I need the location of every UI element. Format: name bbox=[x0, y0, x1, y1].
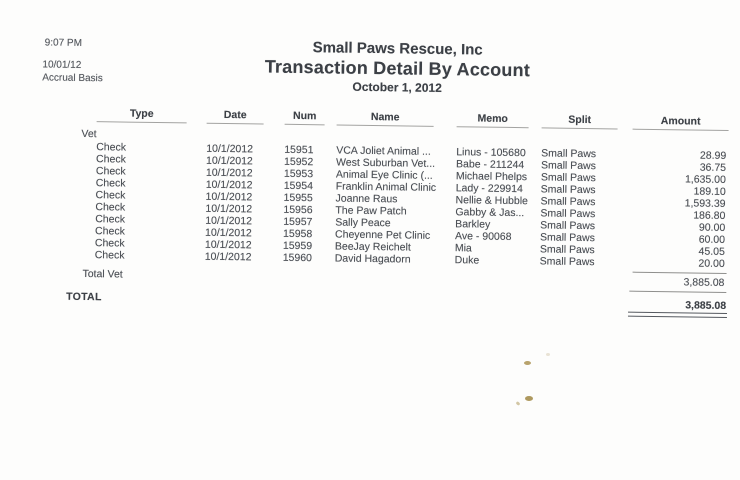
transaction-rows: Check 10/1/2012 15951 VCA Joliet Animal … bbox=[0, 140, 740, 270]
column-header-amount: Amount bbox=[632, 114, 729, 131]
grand-total-double-underline bbox=[627, 311, 728, 318]
cell-num: 15954 bbox=[283, 179, 314, 193]
cell-split: Small Paws bbox=[539, 255, 595, 269]
report-heading: Small Paws Rescue, Inc Transaction Detai… bbox=[58, 0, 738, 95]
column-header-num: Num bbox=[284, 109, 325, 126]
section-total-amount: 3,885.08 bbox=[683, 276, 725, 289]
section-total-label: Total Vet bbox=[82, 267, 123, 281]
cell-num: 15955 bbox=[283, 191, 313, 205]
cell-num: 15960 bbox=[282, 251, 313, 265]
cell-memo: Duke bbox=[454, 254, 480, 267]
section-total-rule bbox=[632, 271, 727, 274]
column-header-date: Date bbox=[206, 108, 264, 125]
cell-num: 15956 bbox=[283, 203, 313, 217]
column-header-name: Name bbox=[336, 110, 434, 127]
grand-total-label: TOTAL bbox=[66, 290, 102, 304]
cell-date: 10/1/2012 bbox=[204, 238, 252, 252]
cell-date: 10/1/2012 bbox=[205, 190, 253, 204]
cell-num: 15957 bbox=[283, 215, 313, 229]
cell-date: 10/1/2012 bbox=[205, 166, 253, 180]
cell-date: 10/1/2012 bbox=[206, 142, 254, 156]
cell-num: 15953 bbox=[283, 167, 314, 181]
row-indent bbox=[0, 248, 95, 261]
cell-date: 10/1/2012 bbox=[205, 226, 252, 240]
cell-num: 15958 bbox=[282, 227, 313, 241]
column-header-split: Split bbox=[541, 113, 618, 130]
cell-date: 10/1/2012 bbox=[205, 202, 253, 216]
cell-type: Check bbox=[94, 249, 125, 262]
cell-date: 10/1/2012 bbox=[206, 154, 253, 168]
scan-stain-speck bbox=[525, 396, 533, 401]
cell-date: 10/1/2012 bbox=[205, 214, 253, 228]
cell-amount: 20.00 bbox=[698, 257, 725, 270]
cell-num: 15952 bbox=[283, 155, 314, 169]
cell-date: 10/1/2012 bbox=[204, 250, 252, 264]
cell-num: 15951 bbox=[284, 143, 314, 157]
scan-stain-speck bbox=[524, 361, 531, 365]
column-header-type: Type bbox=[96, 107, 187, 124]
cell-num: 15959 bbox=[282, 239, 313, 253]
account-section-label: Vet bbox=[81, 127, 97, 141]
cell-name: David Hagadorn bbox=[334, 252, 411, 266]
grand-total-amount: 3,885.08 bbox=[685, 299, 727, 312]
column-header-memo: Memo bbox=[456, 112, 529, 129]
cell-date: 10/1/2012 bbox=[205, 178, 253, 192]
scan-stain-speck bbox=[546, 353, 550, 356]
grand-total-rule bbox=[629, 290, 727, 293]
